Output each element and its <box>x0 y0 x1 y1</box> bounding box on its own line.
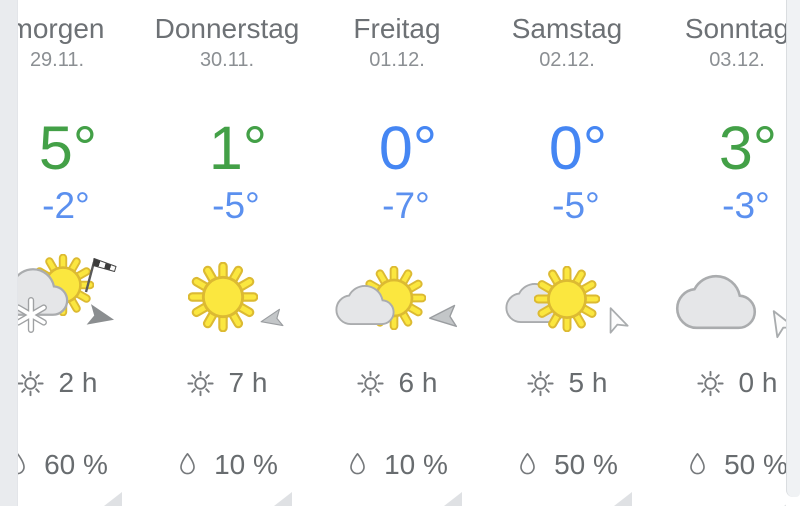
high-temp: 5° <box>38 114 98 182</box>
sunshine-hours-row: 0 h <box>652 366 786 400</box>
expand-fold-triangle[interactable] <box>274 492 292 506</box>
day-name: morgen <box>18 13 105 44</box>
high-temp: 0° <box>378 114 438 182</box>
sunshine-hours-value: 2 h <box>58 367 98 398</box>
condition-icon-area <box>482 250 652 338</box>
sun-icon <box>188 262 258 332</box>
day-date: 29.11. <box>29 49 85 71</box>
day-date: 01.12. <box>369 49 425 71</box>
precipitation-row: 50 % <box>652 448 786 482</box>
low-temp: -5° <box>212 185 260 226</box>
precipitation-value: 50 % <box>724 449 786 480</box>
sunshine-icon <box>527 370 554 397</box>
sunshine-hours-value: 7 h <box>228 367 268 398</box>
high-temp: 0° <box>548 114 608 182</box>
sunshine-icon <box>18 370 44 397</box>
day-card-freitag[interactable]: Freitag 01.12. 0° -7° 6 h 10 % <box>312 0 482 506</box>
low-temp: -2° <box>42 185 90 226</box>
windsock-icon <box>80 254 120 294</box>
raindrop-icon <box>516 451 539 480</box>
page-left-margin <box>0 0 18 506</box>
expand-fold-triangle[interactable] <box>444 492 462 506</box>
cloud-icon <box>334 280 396 330</box>
day-card-samstag[interactable]: Samstag 02.12. 0° -5° 5 h 50 % <box>482 0 652 506</box>
forecast-row: morgen 29.11. 5° -2° 2 h 60 % Do <box>18 0 786 506</box>
precipitation-value: 50 % <box>554 449 618 480</box>
precipitation-row: 10 % <box>142 448 312 482</box>
raindrop-icon <box>176 451 199 480</box>
snowflake-icon <box>18 296 50 334</box>
wind-direction-arrow-icon <box>758 300 786 344</box>
low-temp: -5° <box>552 185 600 226</box>
precipitation-row: 10 % <box>312 448 482 482</box>
sunshine-hours-value: 6 h <box>398 367 438 398</box>
sun-icon <box>534 266 600 332</box>
sunshine-hours-value: 5 h <box>568 367 608 398</box>
raindrop-icon <box>346 451 369 480</box>
high-temp: 1° <box>208 114 268 182</box>
wind-direction-arrow-icon <box>595 299 634 338</box>
day-name: Donnerstag <box>154 13 300 44</box>
forecast-scroll-area[interactable]: morgen 29.11. 5° -2° 2 h 60 % Do <box>18 0 786 506</box>
low-temp: -7° <box>382 185 430 226</box>
day-name: Freitag <box>353 13 441 44</box>
wind-direction-arrow-icon <box>81 297 121 337</box>
cloud-icon <box>674 270 758 334</box>
sunshine-icon <box>357 370 384 397</box>
expand-fold-triangle[interactable] <box>104 492 122 506</box>
day-date: 02.12. <box>539 49 595 71</box>
raindrop-icon <box>686 451 709 480</box>
sunshine-hours-row: 7 h <box>142 366 312 400</box>
high-temp: 3° <box>718 114 778 182</box>
precipitation-row: 60 % <box>18 448 142 482</box>
condition-icon-area <box>312 250 482 338</box>
sunshine-icon <box>697 370 724 397</box>
raindrop-icon <box>18 451 29 480</box>
expand-fold-triangle[interactable] <box>784 492 786 506</box>
condition-icon-area <box>652 250 786 338</box>
sunshine-hours-row: 2 h <box>18 366 142 400</box>
wind-direction-arrow-icon <box>425 299 462 336</box>
page-right-margin <box>786 0 800 497</box>
sunshine-hours-row: 5 h <box>482 366 652 400</box>
condition-icon-area <box>142 250 312 338</box>
day-card-sonntag[interactable]: Sonntag 03.12. 3° -3° 0 h 50 % <box>652 0 786 506</box>
low-temp: -3° <box>722 185 770 226</box>
day-card-donnerstag[interactable]: Donnerstag 30.11. 1° -5° 7 h 10 % <box>142 0 312 506</box>
sunshine-icon <box>187 370 214 397</box>
wind-direction-arrow-icon <box>255 303 287 335</box>
condition-icon-area <box>18 250 142 338</box>
precipitation-row: 50 % <box>482 448 652 482</box>
day-date: 30.11. <box>199 49 255 71</box>
day-name: Samstag <box>511 13 623 44</box>
day-name: Sonntag <box>684 13 786 44</box>
day-date: 03.12. <box>709 49 765 71</box>
expand-fold-triangle[interactable] <box>614 492 632 506</box>
day-card-morgen[interactable]: morgen 29.11. 5° -2° 2 h 60 % <box>18 0 142 506</box>
precipitation-value: 10 % <box>214 449 278 480</box>
precipitation-value: 60 % <box>44 449 108 480</box>
sunshine-hours-value: 0 h <box>738 367 778 398</box>
sunshine-hours-row: 6 h <box>312 366 482 400</box>
precipitation-value: 10 % <box>384 449 448 480</box>
